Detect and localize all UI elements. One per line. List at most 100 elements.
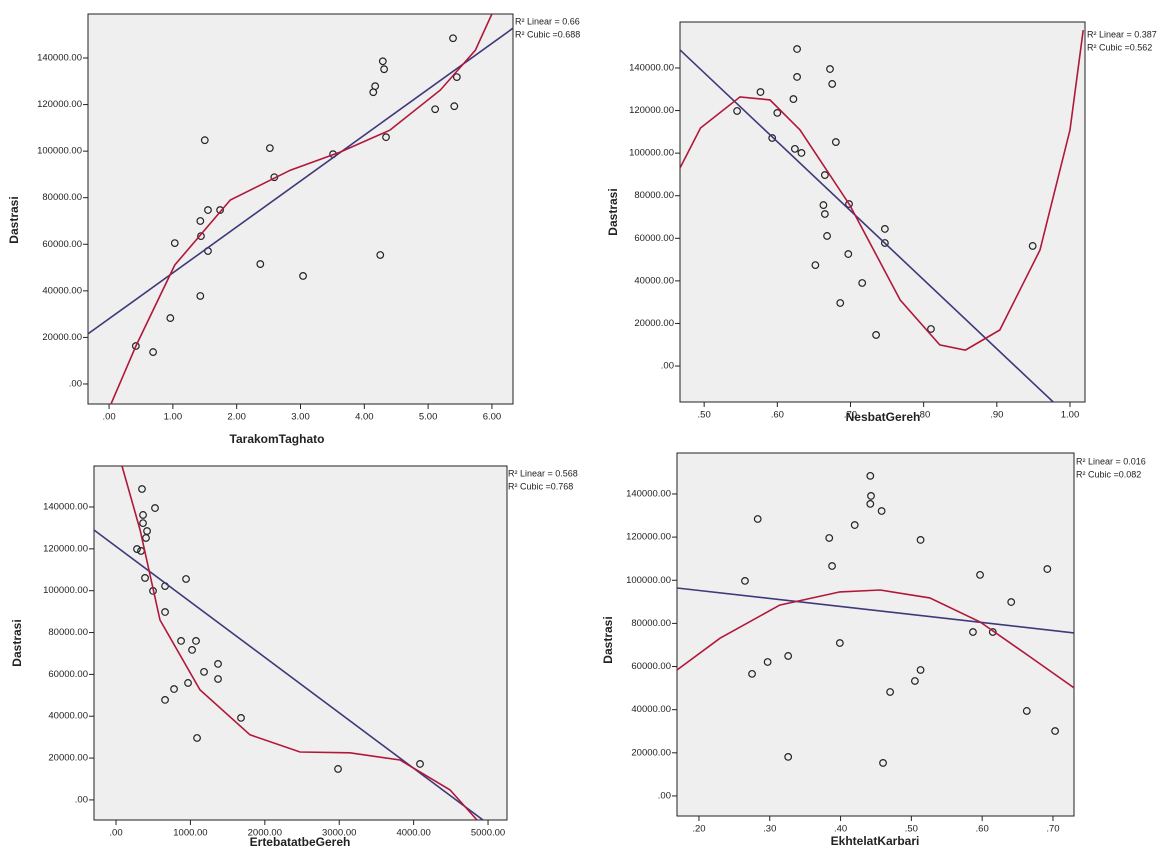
cubic-fit [110,14,493,404]
point [161,696,169,704]
x-axis-label: TarakomTaghato [230,432,325,446]
y-tick-label: 140000.00 [629,62,674,73]
point [820,171,829,179]
y-tick-label: .00 [69,378,82,389]
x-tick-label: .00 [102,412,115,423]
point [431,105,440,114]
x-tick-label: .50 [905,824,918,835]
linear-fit [88,27,513,335]
r-squared: R² Linear = 0.387 [1087,29,1157,39]
point [845,200,853,208]
point [371,82,380,91]
point [200,667,208,676]
point [866,500,875,508]
r-squared: R² Cubic =0.562 [1087,42,1152,52]
point [733,107,741,115]
point [1007,598,1016,606]
y-tick-label: 140000.00 [626,488,671,499]
point [196,292,205,300]
point [197,232,205,241]
y-axis-label: Dastrasi [10,619,24,666]
y-tick-label: 100000.00 [629,148,674,159]
point [793,45,801,53]
point [753,515,762,523]
point [866,471,875,480]
point [969,628,977,636]
point [823,232,831,240]
point [867,492,875,500]
y-tick-label: 120000.00 [626,532,671,543]
point [170,685,178,693]
point [916,536,925,544]
point [133,545,141,553]
point [790,144,799,153]
x-axis-label: ErtebatatbeGereh [250,835,351,849]
y-tick-label: 120000.00 [37,99,82,110]
linear-fit [680,49,1054,402]
x-tick-label: 4000.00 [396,828,430,839]
cubic-fit [121,466,478,820]
point [784,753,793,761]
x-tick-label: .20 [692,824,705,835]
point [196,217,205,225]
y-axis-label: Dastrasi [601,616,615,663]
y-tick-label: 20000.00 [42,332,82,343]
point [976,570,984,579]
x-tick-label: .60 [771,410,784,421]
x-tick-label: 5000.00 [471,828,505,839]
point [793,73,801,81]
point [193,734,201,742]
plot-content [680,29,1084,402]
x-tick-label: .50 [698,410,711,421]
point [886,688,895,696]
plot-content [94,466,484,820]
point [763,658,772,666]
point [177,637,185,645]
x-tick-label: 3000.00 [322,828,356,839]
y-tick-label: 20000.00 [631,747,671,758]
point [151,504,159,512]
x-tick-label: 5.00 [419,412,438,423]
point [449,34,457,43]
point [858,279,867,287]
cubic-fit [677,589,1074,689]
linear-fit [677,587,1074,634]
point [452,73,461,81]
r-squared: R² Linear = 0.568 [508,468,578,478]
x-tick-label: .30 [763,824,776,835]
point [170,239,179,248]
y-tick-label: 20000.00 [634,318,674,329]
point [1051,727,1059,735]
y-tick-label: 80000.00 [631,618,671,629]
point [844,250,853,258]
y-tick-label: 100000.00 [626,575,671,586]
y-tick-label: 40000.00 [634,275,674,286]
y-tick-label: 120000.00 [43,543,88,554]
y-tick-label: 100000.00 [43,585,88,596]
x-tick-label: .40 [834,824,847,835]
point [334,765,342,773]
y-tick-label: 20000.00 [48,753,88,764]
point [879,759,887,767]
point [237,714,245,722]
point [192,637,200,645]
plot-content [677,471,1074,767]
x-tick-label: 2000.00 [248,828,282,839]
y-tick-label: 100000.00 [37,146,82,157]
x-tick-label: .70 [1046,824,1059,835]
r-squared: R² Cubic =0.768 [508,481,573,491]
point [773,109,782,117]
point [200,136,209,145]
point [214,660,222,668]
y-tick-label: 40000.00 [631,704,671,715]
y-tick-label: 60000.00 [42,239,82,250]
y-tick-label: 60000.00 [631,661,671,672]
r-squared: R² Cubic =0.688 [515,29,580,39]
x-tick-label: .80 [917,410,930,421]
point [376,251,385,259]
point [797,149,806,157]
r-squared: R² Linear = 0.016 [1076,456,1146,466]
point [149,348,157,356]
point [450,102,459,111]
y-tick-label: 60000.00 [48,669,88,680]
